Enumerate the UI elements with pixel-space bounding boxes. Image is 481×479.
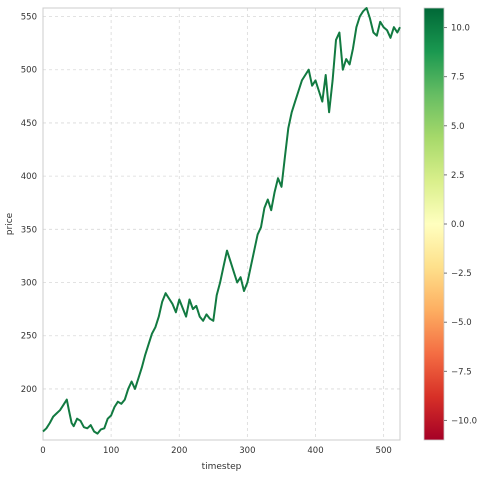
y-tick-label: 250 bbox=[21, 332, 37, 342]
x-axis-ticks: 0 100 200 300 400 500 bbox=[40, 446, 391, 456]
price-line-layer bbox=[43, 8, 400, 434]
y-tick-label: 300 bbox=[21, 279, 37, 289]
colorbar-tick-label: 10.0 bbox=[451, 24, 470, 34]
colorbar-tick-label: −7.5 bbox=[451, 367, 472, 377]
colorbar-tick-label: 7.5 bbox=[451, 73, 465, 83]
y-tick-label: 350 bbox=[21, 225, 37, 235]
x-tick-label: 400 bbox=[307, 446, 323, 456]
grid bbox=[43, 8, 400, 440]
y-tick-label: 200 bbox=[21, 385, 37, 395]
y-tick-label: 450 bbox=[21, 119, 37, 129]
colorbar-tick-label: 0.0 bbox=[451, 220, 465, 230]
y-tick-label: 400 bbox=[21, 172, 37, 182]
x-tick-label: 0 bbox=[40, 446, 45, 456]
colorbar-tick-label: −10.0 bbox=[451, 416, 477, 426]
x-tick-label: 300 bbox=[239, 446, 255, 456]
y-axis-ticks: 200 250 300 350 400 450 500 550 bbox=[21, 13, 37, 395]
colorbar-tick-label: 5.0 bbox=[451, 122, 465, 132]
y-axis-label: price bbox=[5, 212, 15, 235]
colorbar bbox=[424, 8, 444, 440]
colorbar-ticks: 10.0 7.5 5.0 2.5 0.0 −2.5 −5.0 −7.5 −10.0 bbox=[444, 24, 477, 427]
colorbar-tick-label: −5.0 bbox=[451, 318, 472, 328]
x-tick-label: 500 bbox=[376, 446, 392, 456]
y-tick-label: 500 bbox=[21, 66, 37, 76]
x-axis-label: timestep bbox=[202, 462, 242, 472]
colorbar-tick-label: 2.5 bbox=[451, 171, 465, 181]
y-tick-label: 550 bbox=[21, 13, 37, 23]
x-tick-label: 200 bbox=[171, 446, 187, 456]
plot-area bbox=[43, 8, 400, 440]
colorbar-tick-label: −2.5 bbox=[451, 269, 472, 279]
x-tick-label: 100 bbox=[103, 446, 119, 456]
price-line bbox=[43, 8, 400, 434]
